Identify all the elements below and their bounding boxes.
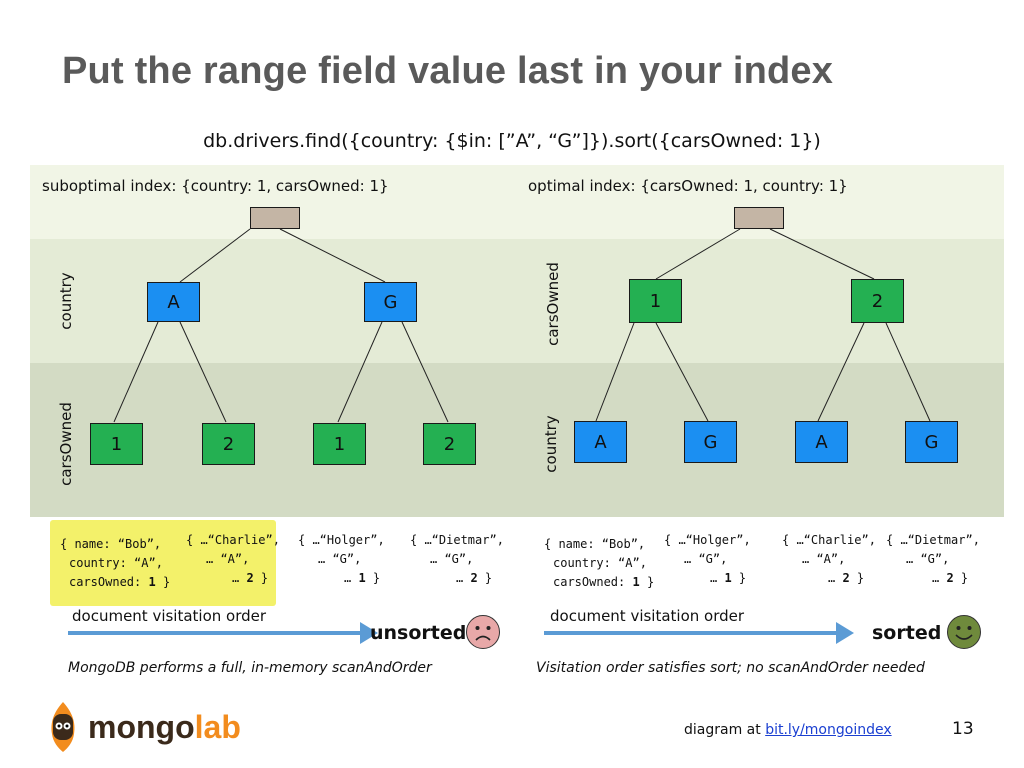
right-cars-node-1: 1 bbox=[629, 279, 682, 323]
mongolab-leaf-icon bbox=[51, 702, 75, 752]
left-doc-2: { …“Charlie”, … “A”, … 2 } bbox=[186, 533, 280, 585]
right-order-arrow bbox=[544, 622, 854, 644]
left-doc-4: { …“Dietmar”, … “G”, … 2 } bbox=[410, 533, 504, 585]
left-country-node-a: A bbox=[147, 282, 200, 322]
footer-link[interactable]: bit.ly/mongoindex bbox=[765, 722, 892, 738]
right-country-node-g1: G bbox=[684, 421, 737, 463]
happy-face-icon bbox=[947, 615, 981, 649]
left-cars-node-2: 2 bbox=[202, 423, 255, 465]
right-country-node-a1: A bbox=[574, 421, 627, 463]
logo-text-lab: lab bbox=[194, 708, 241, 745]
left-cars-node-4: 2 bbox=[423, 423, 476, 465]
footer-prefix: diagram at bbox=[684, 722, 766, 738]
left-order-label: document visitation order bbox=[72, 607, 267, 625]
right-status: sorted bbox=[872, 622, 942, 644]
left-caption: MongoDB performs a full, in-memory scanA… bbox=[68, 660, 432, 676]
left-tree-edges bbox=[113, 228, 449, 423]
right-doc-1: { name: “Bob”, country: “A”, carsOwned: … bbox=[544, 537, 655, 589]
left-cars-node-1: 1 bbox=[90, 423, 143, 465]
footer-note: diagram at bit.ly/mongoindex bbox=[684, 722, 892, 738]
right-index-label: optimal index: {carsOwned: 1, country: 1… bbox=[528, 177, 848, 195]
right-index-panel: optimal index: {carsOwned: 1, country: 1… bbox=[516, 165, 1004, 517]
right-doc-3: { …“Charlie”, … “A”, … 2 } bbox=[782, 533, 876, 585]
left-doc-1: { name: “Bob”, country: “A”, carsOwned: … bbox=[60, 537, 171, 589]
right-doc-2: { …“Holger”, … “G”, … 1 } bbox=[664, 533, 751, 585]
left-country-node-g: G bbox=[364, 282, 417, 322]
right-cars-node-2: 2 bbox=[851, 279, 904, 323]
left-docs-highlight bbox=[50, 520, 276, 606]
query-text: db.drivers.find({country: {$in: [”A”, “G… bbox=[203, 130, 821, 152]
left-status: unsorted bbox=[370, 622, 467, 644]
left-cars-node-3: 1 bbox=[313, 423, 366, 465]
right-country-node-a2: A bbox=[795, 421, 848, 463]
mongolab-logo: mongolab bbox=[44, 700, 241, 754]
left-index-label: suboptimal index: {country: 1, carsOwned… bbox=[42, 177, 389, 195]
logo-text-mongo: mongo bbox=[88, 708, 195, 745]
right-order-label: document visitation order bbox=[550, 607, 745, 625]
right-tree-edges bbox=[595, 228, 931, 422]
page-number: 13 bbox=[952, 719, 974, 739]
right-doc-4: { …“Dietmar”, … “G”, … 2 } bbox=[886, 533, 980, 585]
left-index-panel: suboptimal index: {country: 1, carsOwned… bbox=[30, 165, 518, 517]
slide-title: Put the range field value last in your i… bbox=[62, 50, 834, 92]
left-order-arrow bbox=[68, 622, 378, 644]
left-doc-3: { …“Holger”, … “G”, … 1 } bbox=[298, 533, 385, 585]
right-country-node-g2: G bbox=[905, 421, 958, 463]
right-root-node bbox=[734, 207, 784, 229]
left-root-node bbox=[250, 207, 300, 229]
sad-face-icon bbox=[466, 615, 500, 649]
right-caption: Visitation order satisfies sort; no scan… bbox=[536, 660, 925, 676]
